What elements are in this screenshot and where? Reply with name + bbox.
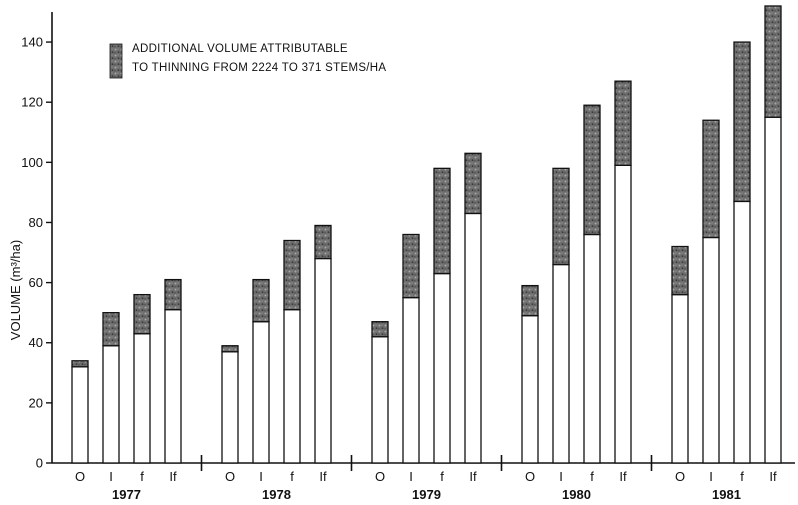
- bar-base-segment: [552, 263, 570, 464]
- x-category-label: I: [409, 469, 413, 484]
- x-category-label: I: [259, 469, 263, 484]
- bar-base-segment: [133, 333, 151, 464]
- x-category-label: f: [590, 469, 594, 484]
- bar-base-segment: [583, 233, 601, 464]
- bar-additional-segment: [221, 345, 239, 353]
- y-tick-label: 100: [21, 155, 43, 170]
- bar-base-segment: [71, 366, 89, 464]
- x-category-label: f: [440, 469, 444, 484]
- year-label: 1978: [262, 487, 291, 502]
- bar-base-segment: [402, 296, 420, 464]
- year-label: 1980: [562, 487, 591, 502]
- y-tick-label: 40: [29, 335, 43, 350]
- x-category-label: I: [709, 469, 713, 484]
- bar-additional-segment: [402, 233, 420, 299]
- bar-additional-segment: [552, 167, 570, 266]
- x-category-label: O: [525, 469, 535, 484]
- x-category-label: If: [469, 469, 477, 484]
- bar-additional-segment: [702, 119, 720, 239]
- y-axis-label: VOLUME (m³/ha): [8, 240, 23, 340]
- x-category-label: If: [169, 469, 177, 484]
- bar-additional-segment: [314, 224, 332, 260]
- group-separators: [200, 455, 653, 471]
- bars: [71, 5, 782, 464]
- legend-text-line2: TO THINNING FROM 2224 TO 371 STEMS/HA: [132, 62, 386, 74]
- x-category-label: O: [375, 469, 385, 484]
- y-tick-label: 120: [21, 95, 43, 110]
- x-category-label: O: [675, 469, 685, 484]
- y-tick-label: 20: [29, 395, 43, 410]
- x-category-label: f: [740, 469, 744, 484]
- bar-additional-segment: [71, 360, 89, 368]
- bar-additional-segment: [164, 278, 182, 311]
- bar-base-segment: [252, 321, 270, 464]
- legend-swatch: [109, 43, 123, 79]
- bar-base-segment: [521, 315, 539, 464]
- year-label: 1981: [712, 487, 741, 502]
- x-category-label: f: [290, 469, 294, 484]
- bar-additional-segment: [733, 41, 751, 203]
- bar-additional-segment: [764, 5, 782, 118]
- year-label: 1979: [412, 487, 441, 502]
- bar-additional-segment: [521, 284, 539, 317]
- bar-additional-segment: [252, 278, 270, 323]
- bar-base-segment: [371, 336, 389, 464]
- bar-base-segment: [702, 236, 720, 464]
- y-tick-label: 80: [29, 215, 43, 230]
- bar-base-segment: [221, 351, 239, 464]
- bar-additional-segment: [671, 245, 689, 296]
- y-tick-label: 0: [36, 456, 43, 471]
- y-tick-label: 60: [29, 275, 43, 290]
- bar-base-segment: [671, 293, 689, 464]
- legend: ADDITIONAL VOLUME ATTRIBUTABLE TO THINNI…: [109, 43, 386, 79]
- bar-additional-segment: [464, 152, 482, 215]
- bar-base-segment: [164, 309, 182, 464]
- bar-base-segment: [733, 200, 751, 464]
- x-category-label: I: [559, 469, 563, 484]
- bar-additional-segment: [614, 80, 632, 166]
- legend-text-line1: ADDITIONAL VOLUME ATTRIBUTABLE: [132, 43, 348, 55]
- x-category-label: If: [619, 469, 627, 484]
- bar-additional-segment: [283, 239, 301, 311]
- y-tick-label: 140: [21, 35, 43, 50]
- bar-base-segment: [314, 257, 332, 464]
- y-ticks: 0 20 40 60 80 100 120 140: [21, 35, 52, 471]
- x-category-label: If: [769, 469, 777, 484]
- bar-base-segment: [764, 116, 782, 464]
- x-category-label: If: [319, 469, 327, 484]
- bar-additional-segment: [133, 293, 151, 335]
- bar-additional-segment: [102, 312, 120, 347]
- bar-base-segment: [433, 272, 451, 464]
- bar-additional-segment: [433, 167, 451, 275]
- x-category-label: I: [109, 469, 113, 484]
- x-category-label: O: [225, 469, 235, 484]
- bar-base-segment: [283, 309, 301, 464]
- year-label: 1977: [112, 487, 141, 502]
- x-category-label: O: [75, 469, 85, 484]
- bar-additional-segment: [583, 104, 601, 236]
- bar-additional-segment: [371, 321, 389, 338]
- bar-base-segment: [614, 164, 632, 464]
- bar-base-segment: [102, 345, 120, 464]
- bar-base-segment: [464, 212, 482, 464]
- x-category-label: f: [140, 469, 144, 484]
